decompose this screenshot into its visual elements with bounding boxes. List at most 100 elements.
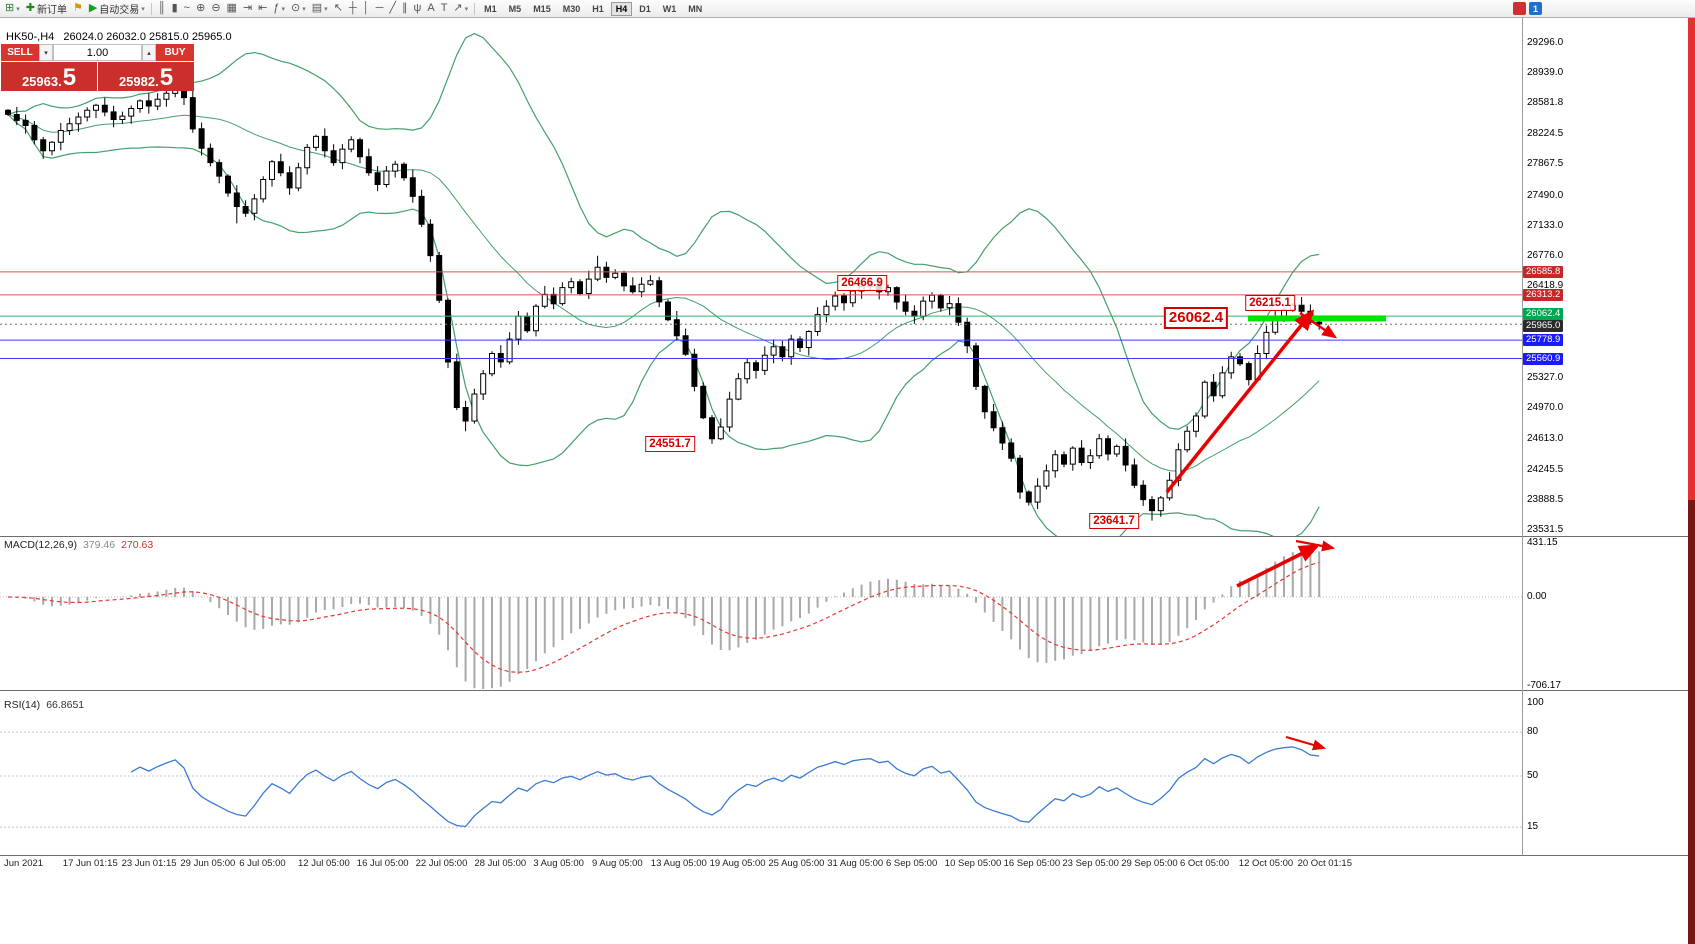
horizontal-line-icon: ─ [375, 2, 384, 14]
macd-indicator-label: MACD(12,26,9) 379.46 270.63 [4, 539, 153, 551]
new-chart-button[interactable]: ⊞ ▾ [2, 1, 23, 17]
vertical-line-button[interactable]: │ [360, 1, 373, 17]
price-axis-label: 24245.5 [1527, 463, 1564, 475]
time-axis-label: 6 Sep 05:00 [886, 858, 938, 869]
price-axis-label: 29296.0 [1527, 37, 1564, 48]
dropdown-caret-icon: ▾ [302, 5, 306, 13]
trend-arrow[interactable] [1295, 539, 1336, 552]
trendline-button[interactable]: ╱ [386, 1, 399, 17]
macd-signal-line [7, 561, 1320, 673]
periods-button[interactable]: ⊙ ▾ [288, 1, 309, 17]
timeframe-mn-button[interactable]: MN [688, 3, 703, 14]
price-callout[interactable]: 26062.4 [1163, 307, 1229, 329]
sell-button[interactable]: SELL [1, 44, 39, 61]
chart-line-button[interactable]: ~ [181, 1, 193, 17]
zoom-in-icon: ⊕ [196, 2, 206, 14]
timeframe-w1-button[interactable]: W1 [662, 3, 677, 14]
auto-trading-button[interactable]: ▶ 自动交易 ▾ [86, 1, 148, 17]
time-axis-label: 31 Aug 05:00 [827, 858, 884, 869]
chart-bars-button[interactable]: ║ [155, 1, 169, 17]
crosshair-icon: ┼ [348, 2, 357, 14]
sell-price[interactable]: 25963. 5 [1, 62, 97, 91]
rsi-panel[interactable] [0, 731, 1522, 828]
rsi-axis-label: 50 [1527, 770, 1539, 781]
dropdown-caret-icon: ▾ [464, 5, 469, 13]
chart-line-icon: ~ [183, 2, 191, 14]
fibonacci-icon: ψ [413, 2, 422, 14]
buy-price[interactable]: 25982. 5 [98, 62, 194, 91]
volume-input[interactable] [53, 44, 142, 61]
channel-icon: ∥ [402, 2, 408, 14]
timeframe-d1-button[interactable]: D1 [639, 3, 651, 14]
new-order-label: 新订单 [36, 5, 67, 16]
timeframe-h1-button[interactable]: H1 [592, 3, 604, 14]
alerts-icon: ⚑ [72, 2, 83, 14]
auto-scroll-button[interactable]: ⇥ [240, 1, 255, 17]
timeframe-h4-button[interactable]: H4 [610, 1, 633, 16]
support-zone-segment[interactable] [1248, 315, 1386, 322]
timeframe-m15-button[interactable]: M15 [533, 3, 551, 14]
dropdown-caret-icon: ▾ [281, 5, 286, 13]
horizontal-line-button[interactable]: ─ [373, 1, 387, 17]
time-axis-label: 29 Jun 05:00 [180, 858, 236, 869]
price-axis-label: 28581.8 [1527, 97, 1564, 109]
record-indicator[interactable] [1513, 2, 1526, 15]
macd-main-value: 379.46 [82, 539, 116, 551]
fibonacci-button[interactable]: ψ [411, 1, 425, 17]
price-callout[interactable]: 24551.7 [645, 436, 695, 452]
price-callout[interactable]: 26215.1 [1245, 295, 1295, 311]
cursor-button[interactable]: ↖ [331, 1, 346, 17]
price-axis-marker: 25560.9 [1523, 352, 1564, 365]
price-callout[interactable]: 23641.7 [1089, 513, 1139, 529]
buy-button[interactable]: BUY [156, 44, 194, 61]
trend-arrow[interactable] [1285, 735, 1327, 751]
time-axis-label: 20 Oct 01:15 [1297, 858, 1352, 869]
templates-icon: ▤ [311, 2, 323, 14]
alerts-button[interactable]: ⚑ [70, 1, 86, 17]
chart-candles-button[interactable]: ▮ [169, 1, 181, 17]
volume-increase-button[interactable]: ▴ [142, 44, 156, 61]
channel-button[interactable]: ∥ [399, 1, 411, 17]
templates-button[interactable]: ▤ ▾ [309, 1, 331, 17]
crosshair-button[interactable]: ┼ [346, 1, 360, 17]
trend-arrow[interactable] [1165, 309, 1315, 494]
volume-decrease-button[interactable]: ▾ [39, 44, 53, 61]
bearish-candles [5, 87, 1323, 512]
sell-price-main: 25963. [21, 74, 62, 89]
timeframe-m30-button[interactable]: M30 [562, 3, 581, 14]
timeframe-m5-button[interactable]: M5 [508, 3, 522, 14]
price-panel[interactable] [0, 32, 1522, 553]
rsi-value: 66.8651 [46, 699, 85, 711]
toolbar-left-group: ⊞ ▾ ✚ 新订单 ⚑ ▶ 自动交易 ▾ [2, 1, 148, 17]
time-axis-label: 16 Sep 05:00 [1003, 858, 1061, 869]
text-label-button[interactable]: T [438, 1, 451, 17]
new-order-button[interactable]: ✚ 新订单 [23, 1, 70, 17]
text-label-icon: T [440, 2, 448, 14]
timeframe-m1-button[interactable]: M1 [484, 3, 497, 14]
trend-arrow[interactable] [1236, 544, 1321, 588]
text-icon: A [427, 2, 435, 14]
time-axis-label: 6 Jul 05:00 [239, 858, 286, 869]
new-order-icon: ✚ [25, 2, 35, 14]
notifications-badge[interactable]: 1 [1529, 2, 1542, 15]
trend-arrow[interactable] [1299, 311, 1338, 339]
macd-panel[interactable] [0, 550, 1522, 690]
time-axis-label: 6 Oct 05:00 [1180, 858, 1230, 869]
tile-windows-button[interactable]: ▦ [224, 1, 240, 17]
scrollbar-thumb[interactable] [1688, 0, 1695, 500]
price-callout[interactable]: 26466.9 [837, 275, 887, 291]
chart-shift-button[interactable]: ⇤ [255, 1, 270, 17]
price-axis-label: 26418.9 [1527, 280, 1564, 291]
time-axis-label: 23 Jun 01:15 [121, 858, 177, 869]
zoom-in-button[interactable]: ⊕ [193, 1, 208, 17]
zoom-out-button[interactable]: ⊖ [208, 1, 223, 17]
rsi-name: RSI(14) [4, 699, 41, 711]
vertical-scrollbar[interactable] [1688, 0, 1695, 944]
indicators-button[interactable]: ƒ ▾ [270, 1, 288, 17]
time-axis-label: 10 Sep 05:00 [944, 858, 1002, 869]
arrow-tools-button[interactable]: ↗ ▾ [450, 1, 471, 17]
price-axis-label: 24613.0 [1527, 432, 1564, 444]
text-button[interactable]: A [424, 1, 437, 17]
